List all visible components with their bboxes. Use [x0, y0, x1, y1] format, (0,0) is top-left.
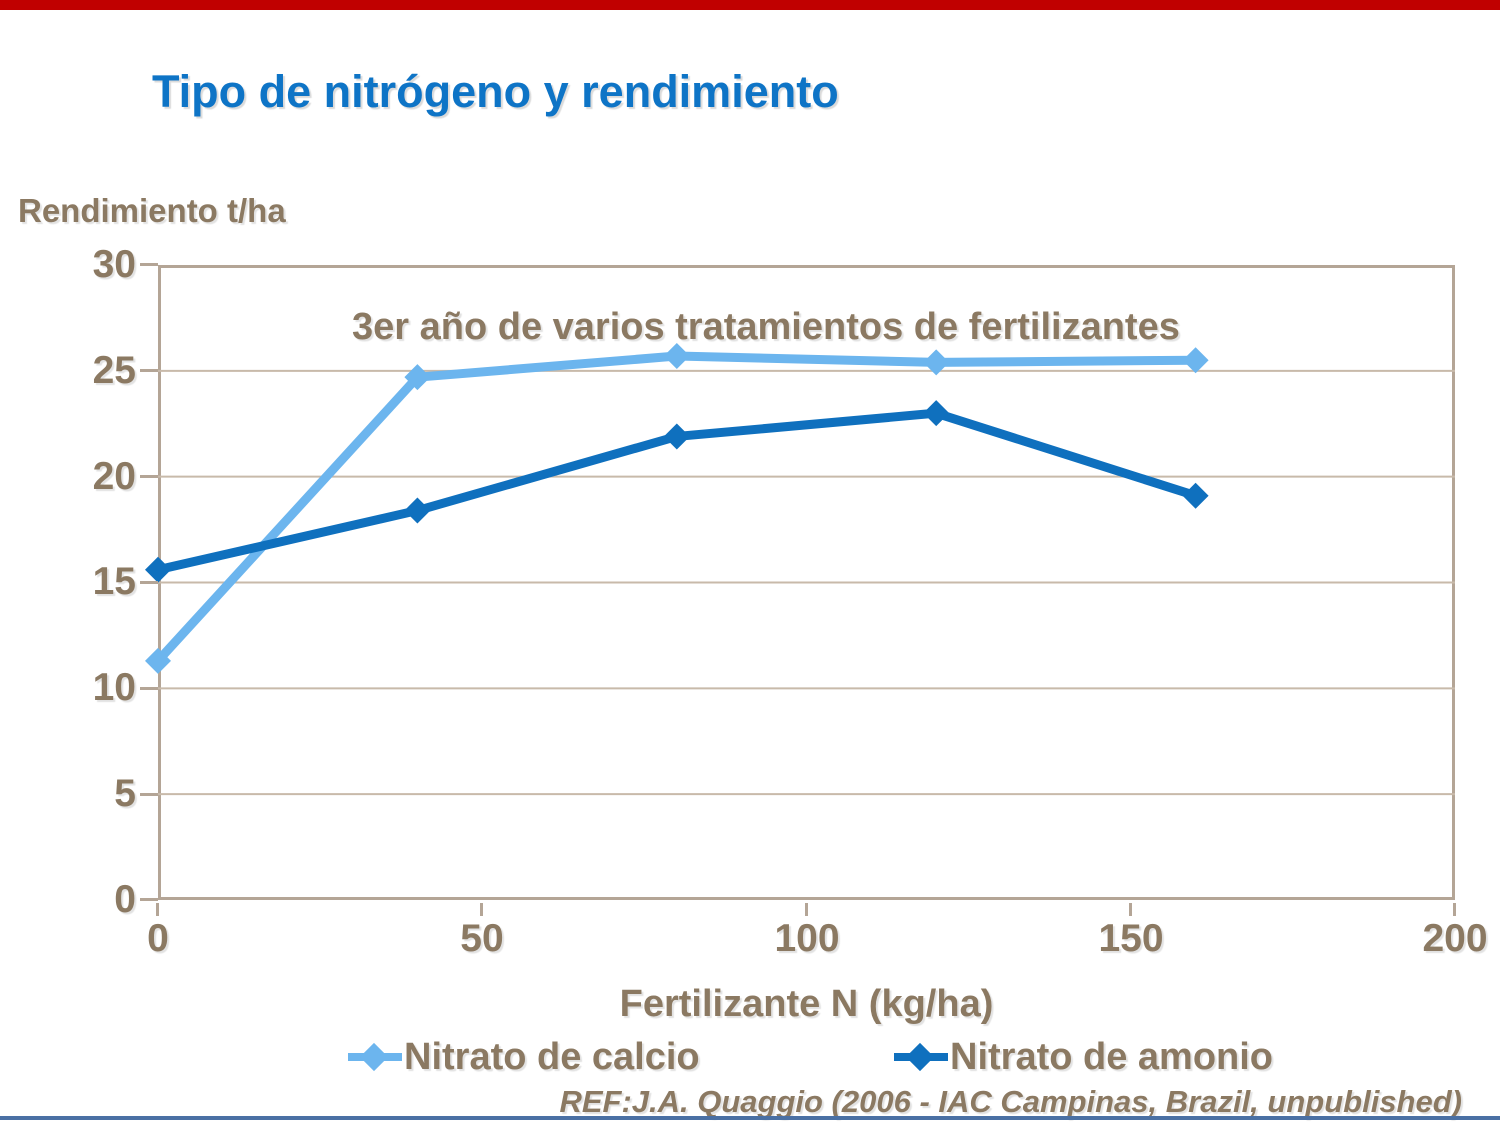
y-tick-mark	[140, 369, 158, 372]
y-tick-mark	[140, 263, 158, 266]
chart-subtitle: 3er año de varios tratamientos de fertil…	[352, 306, 1180, 348]
x-tick-mark	[1453, 903, 1456, 916]
x-axis-title: Fertilizante N (kg/ha)	[619, 983, 994, 1025]
y-tick-label: 5	[114, 772, 136, 815]
x-tick-label: 100	[774, 917, 840, 960]
legend-diamond-icon-calcio	[359, 1042, 389, 1072]
legend-diamond-icon-amonio	[905, 1042, 935, 1072]
y-tick-label: 20	[92, 455, 136, 498]
data-point-marker	[923, 400, 950, 427]
y-tick-label: 30	[92, 243, 136, 286]
y-tick-mark	[140, 793, 158, 796]
x-tick-label: 200	[1422, 917, 1488, 960]
legend-label-amonio: Nitrato de amonio	[950, 1036, 1274, 1078]
x-tick-label: 50	[460, 917, 504, 960]
x-tick-mark	[1129, 903, 1132, 916]
legend-label-calcio: Nitrato de calcio	[404, 1036, 700, 1078]
y-axis-title: Rendimiento t/ha	[18, 192, 286, 229]
data-point-marker	[923, 349, 950, 376]
x-tick-label: 0	[147, 917, 169, 960]
y-tick-mark	[140, 687, 158, 690]
bottom-blue-rule	[0, 1116, 1500, 1120]
data-point-marker	[404, 497, 431, 524]
page-title: Tipo de nitrógeno y rendimiento	[152, 66, 839, 117]
data-point-marker	[145, 647, 171, 674]
y-tick-label: 10	[92, 666, 136, 709]
data-point-marker	[1182, 347, 1209, 374]
data-point-marker	[1182, 482, 1209, 509]
x-tick-mark	[805, 903, 808, 916]
data-point-marker	[404, 364, 431, 391]
data-point-marker	[663, 423, 690, 450]
x-tick-mark	[480, 903, 483, 916]
y-tick-label: 0	[114, 878, 136, 921]
x-tick-label: 150	[1098, 917, 1164, 960]
y-tick-mark	[140, 898, 158, 901]
data-point-marker	[663, 343, 690, 370]
x-tick-mark	[156, 903, 159, 916]
chart-canvas	[145, 343, 1455, 796]
y-tick-label: 25	[92, 349, 136, 392]
top-red-bar	[0, 0, 1500, 10]
series-line	[154, 351, 1196, 664]
y-tick-label: 15	[92, 560, 136, 603]
y-tick-mark	[140, 581, 158, 584]
reference-citation: REF:J.A. Quaggio (2006 - IAC Campinas, B…	[559, 1084, 1462, 1119]
y-tick-mark	[140, 475, 158, 478]
data-point-marker	[145, 556, 171, 583]
